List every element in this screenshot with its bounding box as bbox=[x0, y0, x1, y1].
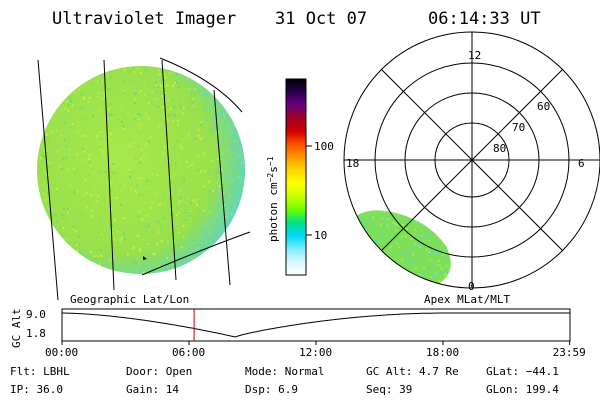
info-gain: Gain: 14 bbox=[126, 383, 179, 396]
info-door: Door: Open bbox=[126, 365, 192, 378]
observation-date: 31 Oct 07 bbox=[275, 9, 367, 29]
polar-plot: 12 18 6 0 60 70 80 bbox=[343, 31, 600, 293]
instrument-title: Ultraviolet Imager bbox=[52, 9, 236, 29]
info-mode: Mode: Normal bbox=[245, 365, 324, 378]
mlt-label-0: 0 bbox=[468, 280, 475, 293]
info-dsp: Dsp: 6.9 bbox=[245, 383, 298, 396]
mlt-label-12: 12 bbox=[468, 49, 481, 62]
info-gc-alt: GC Alt: 4.7 Re bbox=[366, 365, 459, 378]
info-seq: Seq: 39 bbox=[366, 383, 412, 396]
info-glon: GLon: 199.4 bbox=[486, 383, 559, 396]
geographic-image bbox=[37, 57, 251, 301]
timeline-ylabel: GC Alt bbox=[10, 308, 23, 348]
apex-panel-label: Apex MLat/MLT bbox=[424, 293, 510, 306]
timeline-ytick-9: 9.0 bbox=[26, 308, 46, 321]
timeline-xtick-label: 12:00 bbox=[299, 346, 332, 359]
info-ip: IP: 36.0 bbox=[10, 383, 63, 396]
geographic-panel-label: Geographic Lat/Lon bbox=[70, 293, 189, 306]
altitude-timeline: GC Alt 9.0 1.8 00:00 06:00 12:00 18:00 23:59 bbox=[10, 308, 586, 359]
color-bar: 100 10 photon cm−2s−1 bbox=[266, 78, 334, 276]
timeline-xtick-label: 06:00 bbox=[172, 346, 205, 359]
timeline-xtick-label: 18:00 bbox=[426, 346, 459, 359]
mlt-label-18: 18 bbox=[346, 157, 359, 170]
mlat-label-70: 70 bbox=[512, 121, 525, 134]
info-glat: GLat: −44.1 bbox=[486, 365, 559, 378]
info-flt: Flt: LBHL bbox=[10, 365, 70, 378]
colorbar-tick-10: 10 bbox=[314, 229, 327, 242]
info-panel: Flt: LBHL IP: 36.0 Door: Open Gain: 14 M… bbox=[10, 365, 559, 396]
colorbar-tick-100: 100 bbox=[314, 140, 334, 153]
geographic-grid-lines bbox=[37, 57, 251, 301]
timeline-xtick-label: 23:59 bbox=[553, 346, 586, 359]
timeline-ytick-1: 1.8 bbox=[26, 327, 46, 340]
colorbar-unit-label: photon cm−2s−1 bbox=[266, 156, 280, 242]
mlt-label-6: 6 bbox=[578, 157, 585, 170]
mlat-label-60: 60 bbox=[537, 100, 550, 113]
observation-time: 06:14:33 UT bbox=[428, 9, 541, 29]
timeline-xtick-label: 00:00 bbox=[45, 346, 78, 359]
mlat-label-80: 80 bbox=[493, 142, 506, 155]
